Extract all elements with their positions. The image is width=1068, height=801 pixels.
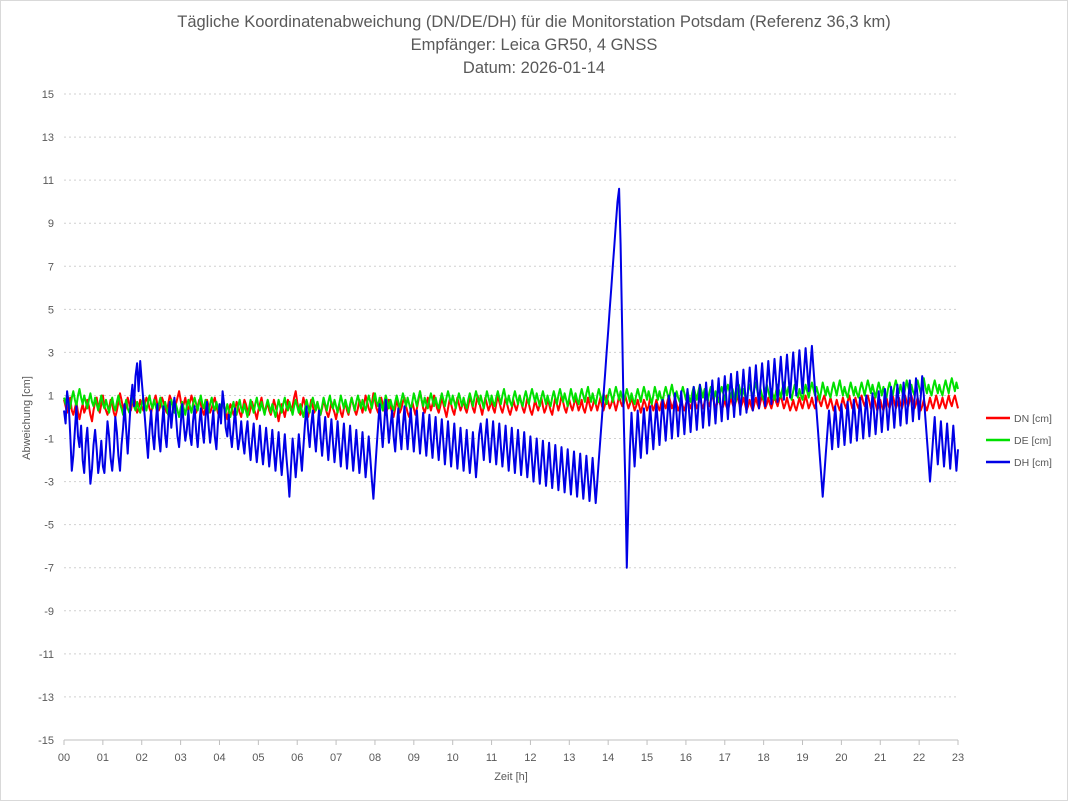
x-axis: 00 01 02 03 04 05 06 07 08 09 10 11 12 13 14 15 16 17 18 19… — [58, 739, 964, 764]
x-tick-label: 12 — [524, 752, 536, 764]
x-tick-label: 04 — [213, 752, 225, 764]
y-tick-label: -1 — [44, 434, 54, 446]
x-tick-label: 23 — [952, 752, 964, 764]
y-axis: 15 13 11 9 7 5 3 1 -1 -3 -5 -7 -9 -11 -13 -15 — [38, 89, 54, 747]
y-axis-label: Abweichung [cm] — [21, 376, 33, 460]
x-tick-label: 03 — [174, 752, 186, 764]
x-tick-label: 15 — [641, 752, 653, 764]
y-tick-label: 5 — [48, 304, 54, 316]
legend-label: DE [cm] — [1014, 435, 1051, 447]
gridlines — [64, 93, 958, 741]
y-tick-label: 9 — [48, 218, 54, 230]
y-tick-label: 15 — [42, 89, 54, 101]
x-tick-label: 11 — [486, 752, 497, 764]
x-tick-label: 21 — [874, 752, 886, 764]
series-lines — [63, 187, 959, 569]
x-tick-label: 14 — [602, 752, 614, 764]
x-tick-label: 00 — [58, 752, 70, 764]
y-tick-label: 3 — [48, 347, 54, 359]
legend: DN [cm] DE [cm] DH [cm] — [986, 413, 1052, 469]
x-tick-label: 09 — [408, 752, 420, 764]
y-tick-label: -15 — [38, 735, 54, 747]
y-tick-label: -3 — [44, 477, 54, 489]
x-tick-label: 19 — [796, 752, 808, 764]
y-tick-label: 1 — [48, 390, 54, 402]
x-tick-label: 10 — [447, 752, 459, 764]
x-tick-label: 22 — [913, 752, 925, 764]
x-axis-label: Zeit [h] — [494, 771, 528, 783]
y-tick-label: -5 — [44, 520, 54, 532]
x-tick-label: 07 — [330, 752, 342, 764]
chart-title: Tägliche Koordinatenabweichung (DN/DE/DH… — [177, 13, 891, 31]
x-tick-label: 06 — [291, 752, 303, 764]
x-tick-label: 17 — [719, 752, 731, 764]
y-tick-label: -13 — [38, 692, 54, 704]
chart-subtitle-receiver: Empfänger: Leica GR50, 4 GNSS — [410, 36, 658, 54]
y-tick-label: -9 — [44, 606, 54, 618]
series-line-de — [63, 377, 959, 418]
x-tick-label: 02 — [136, 752, 148, 764]
y-tick-label: 7 — [48, 261, 54, 273]
y-tick-label: -7 — [44, 563, 54, 575]
legend-label: DN [cm] — [1014, 413, 1052, 425]
x-tick-label: 20 — [835, 752, 847, 764]
x-tick-label: 16 — [680, 752, 692, 764]
x-tick-label: 13 — [563, 752, 575, 764]
legend-label: DH [cm] — [1014, 457, 1052, 469]
y-tick-label: -11 — [39, 649, 54, 661]
x-tick-label: 05 — [252, 752, 264, 764]
x-tick-label: 08 — [369, 752, 381, 764]
y-tick-label: 11 — [43, 175, 54, 187]
x-tick-label: 01 — [97, 752, 109, 764]
x-tick-label: 18 — [758, 752, 770, 764]
series-line-dh — [63, 187, 959, 569]
y-tick-label: 13 — [42, 132, 54, 144]
chart-subtitle-date: Datum: 2026-01-14 — [462, 59, 606, 77]
